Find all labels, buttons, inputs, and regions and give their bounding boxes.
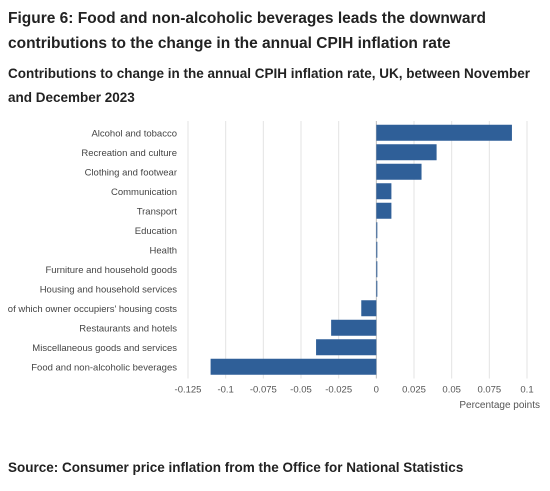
x-tick-label: 0.1 (520, 385, 533, 396)
bars (210, 124, 512, 375)
x-tick-label: -0.1 (217, 385, 233, 396)
figure-title: Figure 6: Food and non-alcoholic beverag… (8, 10, 486, 52)
bar (376, 124, 512, 141)
category-label: Health (150, 245, 177, 256)
bar (376, 144, 437, 161)
bar-chart: Alcohol and tobacco Recreation and cultur… (8, 121, 540, 411)
category-label: Food and non-alcoholic beverages (31, 362, 177, 373)
category-label: Recreation and culture (81, 148, 177, 159)
bar (376, 241, 378, 258)
category-label: Clothing and footwear (85, 167, 177, 178)
chart-container: Alcohol and tobacco Recreation and cultur… (0, 112, 550, 412)
x-axis-label: Percentage points (459, 400, 540, 411)
bar (376, 202, 392, 219)
x-tick-label: -0.05 (290, 385, 312, 396)
bar (316, 339, 377, 356)
x-tick-label: 0.075 (477, 385, 501, 396)
bar (376, 222, 378, 239)
category-label: Housing and household services (40, 284, 178, 295)
bar (376, 183, 392, 200)
bar (376, 280, 378, 297)
x-tick-label: 0 (374, 385, 379, 396)
category-label: of which owner occupiers' housing costs (8, 304, 177, 315)
x-tick-label: -0.075 (250, 385, 277, 396)
category-label: Transport (137, 206, 178, 217)
x-tick-label: -0.025 (325, 385, 352, 396)
category-label: Restaurants and hotels (79, 323, 177, 334)
bar (376, 163, 422, 180)
category-label: Education (135, 226, 177, 237)
chart-subtitle: Contributions to change in the annual CP… (8, 66, 531, 105)
category-labels: Alcohol and tobacco Recreation and cultur… (8, 128, 178, 373)
bar (361, 300, 377, 317)
x-tick-label: 0.025 (402, 385, 426, 396)
bar (210, 358, 377, 375)
x-tick-label: -0.125 (175, 385, 202, 396)
category-label: Communication (111, 187, 177, 198)
x-tick-label: 0.05 (442, 385, 461, 396)
x-tick-labels: -0.125 -0.1 -0.075 -0.05 -0.025 0 0.025 0.05 0.0… (175, 385, 534, 396)
category-label: Alcohol and tobacco (91, 128, 177, 139)
source-note: Source: Consumer price inflation from th… (8, 460, 464, 475)
category-label: Furniture and household goods (45, 265, 177, 276)
bar (331, 319, 377, 336)
category-label: Miscellaneous goods and services (32, 343, 177, 354)
bar (376, 261, 378, 278)
